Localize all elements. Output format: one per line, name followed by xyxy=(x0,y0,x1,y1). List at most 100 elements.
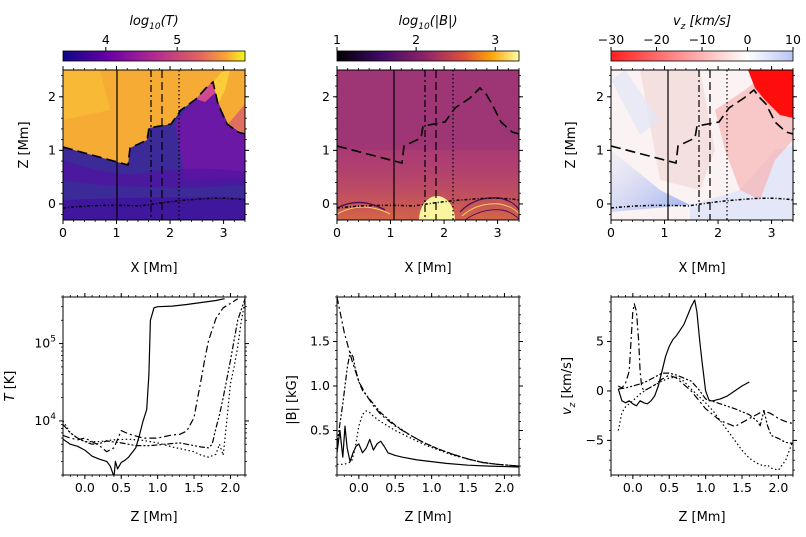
series-line-3 xyxy=(618,372,793,444)
x-axis-label: Z [Mm] xyxy=(130,510,177,525)
x-tick-label: 1.5 xyxy=(184,480,204,495)
series-line-2 xyxy=(337,297,519,467)
x-tick-label: 2.0 xyxy=(494,480,514,495)
x-tick-label: 3 xyxy=(220,225,228,240)
y-tick-label: 1 xyxy=(322,142,330,157)
colorbar-title: log10(|B|) xyxy=(398,14,457,32)
colorbar xyxy=(62,50,246,62)
y-tick-label: 1 xyxy=(48,142,56,157)
colorbar-ticks: −30 −20 −10 0 10 xyxy=(598,32,801,51)
colorbar-tick-label: 1 xyxy=(333,32,341,47)
series-line-1 xyxy=(63,298,225,475)
y-tick-label: 0 xyxy=(596,383,604,398)
x-tick-label: 2.0 xyxy=(220,480,240,495)
x-tick-label: 1.5 xyxy=(458,480,478,495)
x-axis-label: X [Mm] xyxy=(678,261,725,276)
series-lines xyxy=(617,299,793,471)
y-tick-label: 0 xyxy=(322,196,330,211)
x-axis-label: X [Mm] xyxy=(130,261,177,276)
series-line-1 xyxy=(337,425,519,468)
plot-frame xyxy=(336,296,520,476)
y-tick-label: 5 xyxy=(596,334,604,349)
y-tick-label: 1 xyxy=(596,142,604,157)
x-tick-label: 1.5 xyxy=(732,480,752,495)
x-tick-label: 0 xyxy=(333,225,341,240)
colorbar-tick-label: 3 xyxy=(491,32,499,47)
x-tick-label: 2 xyxy=(714,225,722,240)
colorbar-tick-label: 5 xyxy=(173,32,181,47)
x-tick-label: 0 xyxy=(607,225,615,240)
heatmap-image xyxy=(63,70,245,220)
x-tick-label: 0.0 xyxy=(623,480,643,495)
y-tick-label: 1.0 xyxy=(310,378,330,393)
x-tick-label: 2 xyxy=(166,225,174,240)
y-axis-label: T [K] xyxy=(3,371,18,402)
y-tick-label: 1.5 xyxy=(310,334,330,349)
colorbar-title: log10(T) xyxy=(129,14,178,32)
y-tick-label: 0.5 xyxy=(310,423,330,438)
series-line-1 xyxy=(617,299,750,407)
x-tick-label: 2.0 xyxy=(768,480,788,495)
colorbar-tick-label: 0 xyxy=(744,32,752,47)
x-axis-label: X [Mm] xyxy=(404,261,451,276)
x-tick-label: 0.5 xyxy=(111,480,131,495)
x-tick-label: 0.0 xyxy=(349,480,369,495)
y-tick-label: 2 xyxy=(322,89,330,104)
x-tick-label: 3 xyxy=(768,225,776,240)
series-line-4 xyxy=(617,376,793,471)
x-tick-label: 0 xyxy=(59,225,67,240)
plot-frame xyxy=(610,69,794,221)
y-axis-label: |B| [kG] xyxy=(285,375,300,425)
colorbar-tick-label: −20 xyxy=(643,32,669,47)
x-tick-label: 3 xyxy=(494,225,502,240)
plot-frame xyxy=(62,69,246,221)
series-line-3 xyxy=(337,351,519,467)
x-tick-label: 0.5 xyxy=(385,480,405,495)
panel-velocity-map: vz [km/s] −30 −20 −10 0 10 0 1 2 3 0 1 2 X [Mm] Z … xyxy=(564,14,801,276)
y-tick-label: 105 xyxy=(34,335,56,351)
colorbar-ticks: 1 2 3 xyxy=(333,32,499,51)
colorbar-tick-label: −10 xyxy=(689,32,715,47)
series-lines xyxy=(63,298,245,475)
x-axis-label: Z [Mm] xyxy=(678,510,725,525)
series-line-4 xyxy=(337,410,519,467)
x-tick-label: 1 xyxy=(387,225,395,240)
colorbar-tick-label: 10 xyxy=(785,32,801,47)
colorbar-tick-label: 2 xyxy=(412,32,420,47)
axes: 0 1 2 3 0 1 2 xyxy=(48,66,249,240)
x-axis-label: Z [Mm] xyxy=(404,510,451,525)
y-tick-label: 2 xyxy=(596,89,604,104)
panel-magnetic-field-map: log10(|B|) 1 2 3 0 1 2 3 0 1 2 X [Mm] xyxy=(322,14,523,276)
x-tick-label: 2 xyxy=(440,225,448,240)
series-line-4 xyxy=(63,301,245,458)
colorbar-tick-label: 4 xyxy=(102,32,110,47)
panel-magnetic-field-profile: 0.0 0.5 1.0 1.5 2.0 0.5 1.0 1.5 Z [Mm] |B| [kG] xyxy=(285,293,523,525)
plot-frame xyxy=(336,69,520,221)
x-tick-label: 1 xyxy=(113,225,121,240)
axes: 0.0 0.5 1.0 1.5 2.0 104 105 xyxy=(34,293,249,495)
x-tick-label: 1.0 xyxy=(422,480,442,495)
axes: 0 1 2 3 0 1 2 xyxy=(596,66,797,240)
heatmap-image xyxy=(337,70,519,220)
colorbar-title: vz [km/s] xyxy=(673,14,731,32)
colorbar-tick-label: −30 xyxy=(598,32,624,47)
colorbar xyxy=(336,50,520,62)
series-line-2 xyxy=(618,303,793,428)
panel-temperature-profile: 0.0 0.5 1.0 1.5 2.0 104 105 Z [Mm] T [K] xyxy=(3,293,249,525)
y-tick-label: 0 xyxy=(48,196,56,211)
y-tick-label: −5 xyxy=(586,432,604,447)
axes: 0 1 2 3 0 1 2 xyxy=(322,66,523,240)
x-tick-label: 0.5 xyxy=(659,480,679,495)
y-tick-label: 0 xyxy=(596,196,604,211)
plot-frame xyxy=(610,296,794,476)
y-tick-label: 2 xyxy=(48,89,56,104)
y-tick-label: 104 xyxy=(34,412,56,428)
heatmap-image xyxy=(611,70,793,220)
series-lines xyxy=(337,297,519,468)
panel-velocity-profile: 0.0 0.5 1.0 1.5 2.0 −5 0 5 Z [Mm] vz [km/s] xyxy=(560,293,797,525)
x-tick-label: 1 xyxy=(661,225,669,240)
plot-frame xyxy=(62,296,246,476)
